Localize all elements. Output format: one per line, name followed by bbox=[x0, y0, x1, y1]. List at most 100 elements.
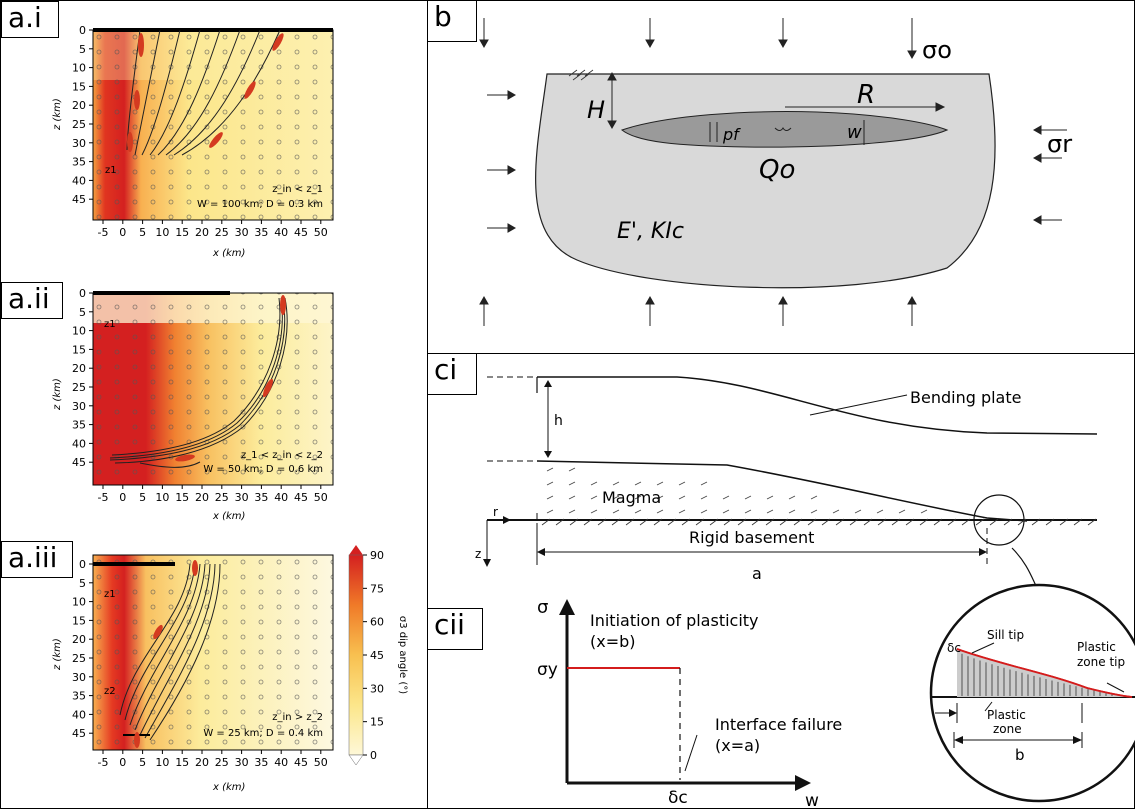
basement-hatch bbox=[961, 518, 971, 526]
aii-annotation-w: W = 50 km; D = 0.6 km bbox=[203, 464, 323, 475]
magma-dash bbox=[612, 509, 620, 514]
z-tick-label: 10 bbox=[72, 62, 86, 75]
x-tick-label: 10 bbox=[155, 491, 169, 504]
colorbar: 90 75 60 45 30 15 0 σ3 dip angle (°) bbox=[348, 545, 408, 766]
colorbar-label: σ3 dip angle (°) bbox=[397, 616, 408, 694]
x-tick-label: 20 bbox=[195, 491, 209, 504]
aii-annotation-z: z_1 < z_in < z_2 bbox=[241, 450, 323, 461]
basement-hatch bbox=[919, 518, 929, 526]
basement-hatch bbox=[1045, 518, 1055, 526]
ci-magma: Magma bbox=[602, 488, 661, 507]
magma-dash bbox=[546, 495, 554, 500]
x-tick-label: 10 bbox=[155, 226, 169, 239]
colorbar-tick-label: 15 bbox=[370, 716, 384, 729]
z-tick-label: 15 bbox=[72, 614, 86, 627]
x-tick-label: 0 bbox=[119, 491, 126, 504]
x-tick-label: 5 bbox=[139, 226, 146, 239]
basement-hatch bbox=[863, 518, 873, 526]
z-tick-label: 0 bbox=[79, 558, 86, 571]
b-EK: E', KIc bbox=[617, 219, 684, 244]
magma-dash bbox=[590, 509, 598, 514]
basement-hatch bbox=[1087, 518, 1097, 526]
colorbar-tick-label: 75 bbox=[370, 582, 384, 595]
aiii-z2: z2 bbox=[104, 686, 116, 697]
label-b: b bbox=[427, 0, 477, 42]
basement-hatch bbox=[807, 518, 817, 526]
basement-hatch bbox=[933, 518, 943, 526]
x-tick-label: 20 bbox=[195, 756, 209, 769]
b-H: H bbox=[587, 96, 605, 124]
z-tick-label: 10 bbox=[72, 325, 86, 338]
z-tick-label: 35 bbox=[72, 419, 86, 432]
x-tick-label: 0 bbox=[119, 756, 126, 769]
z-tick-label: 40 bbox=[72, 437, 86, 450]
inset-b: b bbox=[1015, 746, 1025, 764]
magma-dash bbox=[656, 495, 664, 500]
basement-hatch bbox=[989, 518, 999, 526]
magma-dash bbox=[656, 481, 664, 486]
ci-z: z bbox=[475, 547, 481, 561]
aiii-annotation-w: W = 25 km; D = 0.4 km bbox=[203, 728, 323, 739]
inset-plastic-zone-2: zone bbox=[993, 722, 1022, 736]
z-tick-label: 25 bbox=[72, 381, 86, 394]
x-tick-label: 5 bbox=[139, 756, 146, 769]
magma-dash bbox=[546, 509, 554, 514]
x-tick-label: 45 bbox=[294, 756, 308, 769]
magma-dash bbox=[722, 495, 730, 500]
inset-plastic-zone-1: Plastic bbox=[987, 708, 1026, 722]
label-cii: cii bbox=[427, 608, 483, 650]
z-tick-label: 30 bbox=[72, 671, 86, 684]
z-tick-label: 45 bbox=[72, 193, 86, 206]
basement-hatch bbox=[793, 518, 803, 526]
z-tick-label: 0 bbox=[79, 287, 86, 300]
x-tick-label: 40 bbox=[274, 491, 288, 504]
magma-dash bbox=[546, 481, 554, 486]
label-ai: a.i bbox=[1, 1, 59, 38]
colorbar-tick-label: 45 bbox=[370, 649, 384, 662]
aiii-annotation-z: z_in > z_2 bbox=[272, 712, 323, 723]
ci-rigid-basement: Rigid basement bbox=[689, 528, 814, 547]
basement-hatch bbox=[821, 518, 831, 526]
magma-dash bbox=[832, 509, 840, 514]
z-tick-label: 20 bbox=[72, 99, 86, 112]
panel-a-svg: z1 z_in < z_1 W = 100 km; D = 0.3 km -5 0… bbox=[52, 24, 408, 793]
x-tick-label: 50 bbox=[314, 491, 328, 504]
z-tick-label: 40 bbox=[72, 708, 86, 721]
b-Qo: Qo bbox=[759, 155, 795, 185]
ci-r: r bbox=[493, 505, 498, 519]
x-tick-label: 25 bbox=[215, 491, 229, 504]
x-tick-label: 45 bbox=[294, 491, 308, 504]
panel-b-svg: σo σr H R pf w Qo E', KIc bbox=[479, 18, 1072, 326]
plot-aii: z1 z_1 < z_in < z_2 W = 50 km; D = 0.6 k… bbox=[92, 291, 334, 486]
magma-dash bbox=[788, 509, 796, 514]
z-tick-label: 15 bbox=[72, 80, 86, 93]
aiii-x-label: x (km) bbox=[212, 782, 245, 793]
basement-hatch bbox=[849, 518, 859, 526]
basement-hatch bbox=[1073, 518, 1083, 526]
z-tick-label: 20 bbox=[72, 362, 86, 375]
magma-dash bbox=[590, 495, 598, 500]
z-tick-label: 30 bbox=[72, 137, 86, 150]
colorbar-tick-label: 30 bbox=[370, 682, 384, 695]
x-tick-label: 25 bbox=[215, 756, 229, 769]
magma-dash bbox=[876, 509, 884, 514]
b-sigma-o: σo bbox=[922, 36, 952, 64]
x-tick-label: 5 bbox=[139, 491, 146, 504]
basement-hatch bbox=[1031, 518, 1041, 526]
z-tick-label: 5 bbox=[79, 43, 86, 56]
magma-dash bbox=[810, 495, 818, 500]
aii-z1: z1 bbox=[104, 319, 116, 330]
x-tick-label: 15 bbox=[175, 226, 189, 239]
basement-hatch bbox=[891, 518, 901, 526]
basement-hatch bbox=[667, 518, 677, 526]
b-w: w bbox=[847, 122, 862, 143]
z-tick-label: 5 bbox=[79, 306, 86, 319]
aii-x-label: x (km) bbox=[212, 511, 245, 522]
magma-dash bbox=[612, 495, 620, 500]
magma-dash bbox=[568, 495, 576, 500]
basement-hatch bbox=[1059, 518, 1069, 526]
x-tick-label: 40 bbox=[274, 756, 288, 769]
magma-dash bbox=[722, 509, 730, 514]
b-R: R bbox=[857, 80, 875, 110]
magma-dash bbox=[590, 481, 598, 486]
